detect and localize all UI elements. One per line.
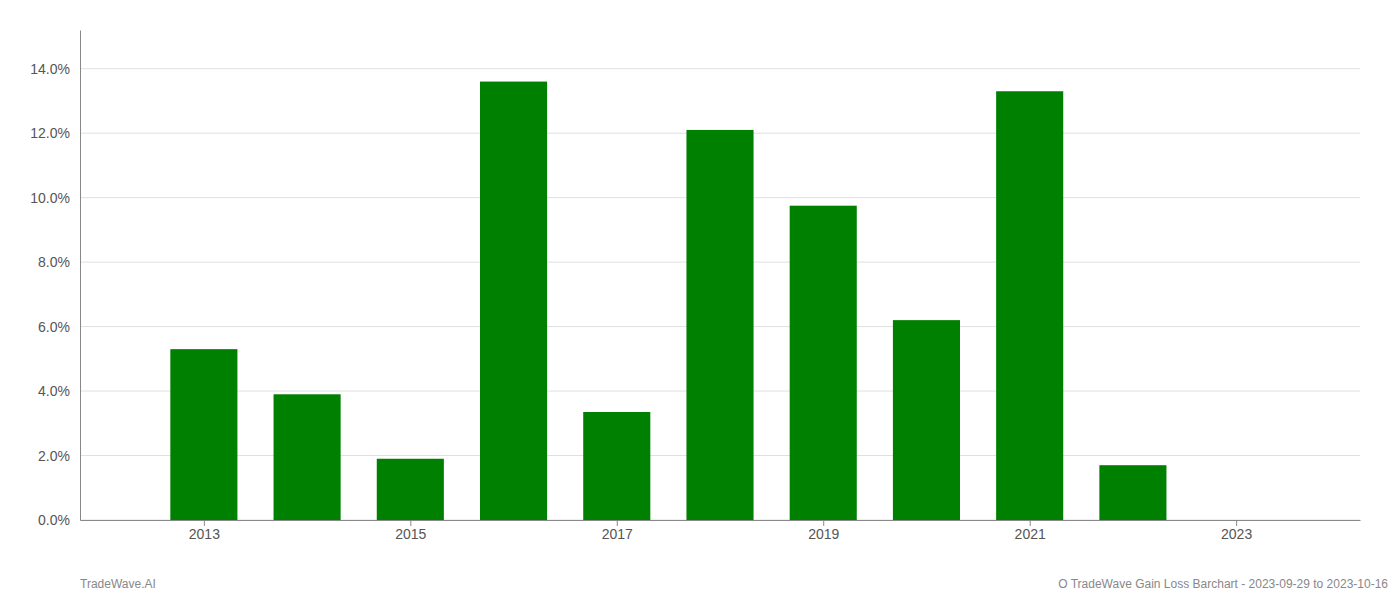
x-tick: 2023 <box>1221 520 1252 542</box>
y-tick: 2.0% <box>38 448 80 464</box>
y-tick-label: 4.0% <box>38 383 70 399</box>
y-tick: 6.0% <box>38 319 80 335</box>
x-tick-label: 2019 <box>808 526 839 542</box>
y-tick-label: 0.0% <box>38 512 70 528</box>
bar <box>893 320 960 520</box>
x-tick: 2017 <box>602 520 633 542</box>
annotation: TradeWave.AI <box>80 577 156 591</box>
y-tick-label: 6.0% <box>38 319 70 335</box>
x-tick-label: 2017 <box>602 526 633 542</box>
bar <box>996 91 1063 520</box>
bar <box>170 349 237 520</box>
y-tick-label: 2.0% <box>38 448 70 464</box>
y-tick-label: 14.0% <box>30 61 70 77</box>
y-tick-label: 10.0% <box>30 190 70 206</box>
plot: 0.0%2.0%4.0%6.0%8.0%10.0%12.0%14.0%20132… <box>30 31 1360 542</box>
footer: TradeWave.AI O TradeWave Gain Loss Barcha… <box>80 577 1388 591</box>
y-tick: 0.0% <box>38 512 80 528</box>
x-tick: 2013 <box>189 520 220 542</box>
bar <box>480 82 547 520</box>
y-tick: 14.0% <box>30 61 80 77</box>
bar <box>1099 465 1166 520</box>
grid <box>80 69 1360 520</box>
x-tick: 2021 <box>1015 520 1046 542</box>
x-axis-line <box>81 520 1361 521</box>
x-tick-label: 2023 <box>1221 526 1252 542</box>
y-tick: 12.0% <box>30 125 80 141</box>
x-axis: 2013 2015 2017 2019 2021 2023 <box>81 520 1361 542</box>
y-axis: 0.0% 2.0% 4.0% 6.0% 8.0% 10.0% 12.0% 14.0% <box>30 31 80 528</box>
chart: 0.0%2.0%4.0%6.0%8.0%10.0%12.0%14.0%20132… <box>0 0 1400 600</box>
bar <box>583 412 650 520</box>
x-tick-label: 2013 <box>189 526 220 542</box>
y-tick-label: 8.0% <box>38 254 70 270</box>
bar <box>790 206 857 520</box>
bars <box>170 82 1166 520</box>
annotation: O TradeWave Gain Loss Barchart - 2023-09… <box>1058 577 1388 591</box>
y-tick: 10.0% <box>30 190 80 206</box>
bar <box>377 459 444 520</box>
bar <box>274 394 341 520</box>
x-tick: 2015 <box>395 520 426 542</box>
y-axis-line <box>80 31 81 521</box>
bar <box>1203 520 1270 521</box>
bar <box>686 130 753 520</box>
grid-line <box>80 68 1360 69</box>
y-tick-label: 12.0% <box>30 125 70 141</box>
y-tick: 4.0% <box>38 383 80 399</box>
y-tick: 8.0% <box>38 254 80 270</box>
x-tick: 2019 <box>808 520 839 542</box>
x-tick-label: 2021 <box>1015 526 1046 542</box>
x-tick-label: 2015 <box>395 526 426 542</box>
